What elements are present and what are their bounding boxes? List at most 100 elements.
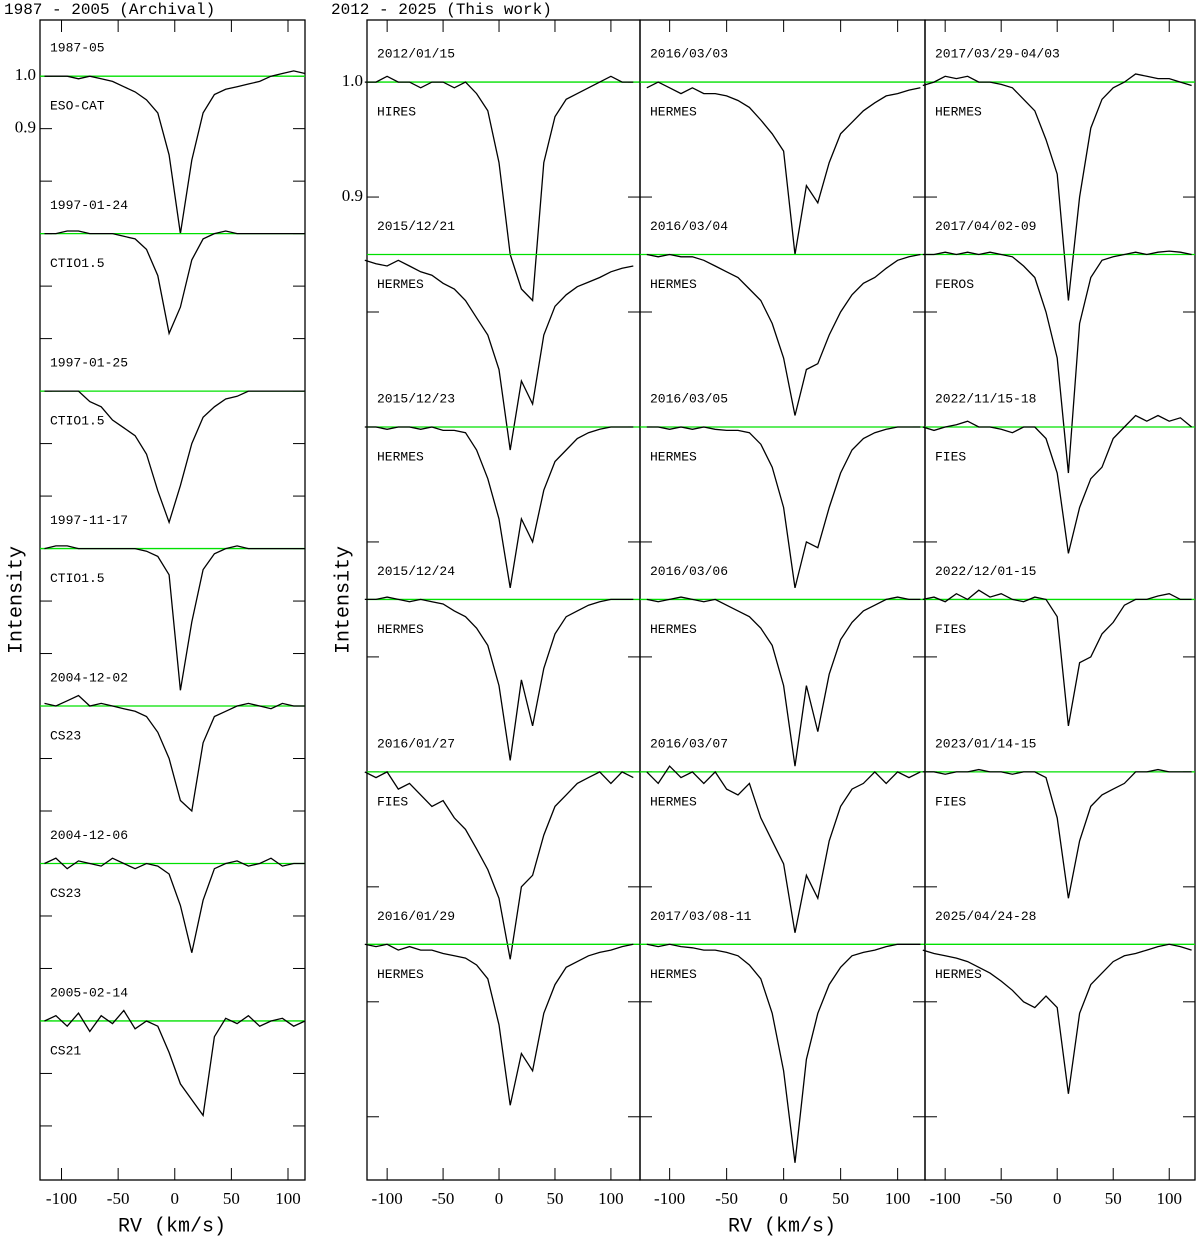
date-label: 2025/04/24-28 (935, 909, 1036, 924)
spectrum (922, 250, 1192, 474)
spectrum (364, 943, 634, 1106)
date-label: 1997-01-25 (50, 356, 128, 371)
instrument-label: HERMES (650, 794, 697, 809)
x-tick-label: -100 (372, 1189, 403, 1208)
date-label: 2022/12/01-15 (935, 564, 1036, 579)
instrument-label: HERMES (650, 105, 697, 120)
panel-frame (39, 19, 306, 1181)
instrument-label: HERMES (650, 622, 697, 637)
y-axis-label: Intensity (332, 546, 355, 654)
instrument-label: CTIO1.5 (50, 414, 105, 429)
date-label: 2016/03/06 (650, 564, 728, 579)
date-label: 2015/12/23 (377, 391, 455, 406)
instrument-label: CS21 (50, 1043, 81, 1058)
instrument-label: HERMES (377, 967, 424, 982)
x-tick-label: -100 (654, 1189, 685, 1208)
instrument-label: HERMES (650, 967, 697, 982)
x-tick-label: 50 (546, 1189, 563, 1208)
x-axis-label: RV (km/s) (728, 1215, 836, 1238)
x-tick-label: -50 (432, 1189, 455, 1208)
date-label: 2023/01/14-15 (935, 736, 1036, 751)
spectrum (44, 1009, 306, 1118)
x-tick-label: -100 (930, 1189, 961, 1208)
spectrum (922, 589, 1192, 727)
y-tick-label: 1.0 (342, 71, 363, 90)
instrument-label: FIES (935, 622, 966, 637)
instrument-label: HERMES (650, 449, 697, 464)
date-label: 2004-12-02 (50, 670, 128, 685)
x-tick-label: 100 (885, 1189, 911, 1208)
y-tick-label: 0.9 (342, 186, 363, 205)
instrument-label: HERMES (377, 622, 424, 637)
instrument-label: HERMES (935, 967, 982, 982)
date-label: 2016/01/29 (377, 909, 455, 924)
x-tick-label: 0 (1053, 1189, 1062, 1208)
x-tick-label: 50 (1105, 1189, 1122, 1208)
spectrum (646, 765, 921, 933)
spectrum (364, 426, 634, 589)
spectrum (44, 857, 305, 953)
y-tick-label: 1.0 (15, 65, 36, 84)
date-label: 2016/03/05 (650, 391, 728, 406)
spectrum (44, 545, 305, 691)
panel-title: 1987 - 2005 (Archival) (4, 1, 215, 19)
x-tick-label: -50 (715, 1189, 738, 1208)
spectrum (646, 596, 921, 767)
instrument-label: FIES (935, 794, 966, 809)
x-axis-label: RV (km/s) (118, 1215, 226, 1238)
instrument-label: ESO-CAT (50, 99, 105, 114)
x-tick-label: 0 (779, 1189, 788, 1208)
spectrum (646, 943, 921, 1163)
x-tick-label: -50 (107, 1189, 130, 1208)
instrument-label: CTIO1.5 (50, 571, 105, 586)
date-label: 2015/12/21 (377, 219, 455, 234)
instrument-label: FIES (935, 449, 966, 464)
date-label: 2022/11/15-18 (935, 391, 1036, 406)
x-tick-label: 0 (495, 1189, 504, 1208)
spectrum (646, 253, 921, 416)
date-label: 2016/01/27 (377, 736, 455, 751)
spectrum (44, 694, 305, 813)
x-tick-label: 50 (223, 1189, 240, 1208)
spectrum (44, 70, 306, 234)
x-tick-label: -50 (990, 1189, 1013, 1208)
x-tick-label: 50 (832, 1189, 849, 1208)
date-label: 2017/03/08-11 (650, 909, 752, 924)
spectrum (364, 75, 634, 302)
instrument-label: HERMES (935, 105, 982, 120)
date-label: 1987-05 (50, 41, 105, 56)
spectrum (364, 259, 634, 451)
spectrum (364, 771, 634, 960)
spectrum (922, 943, 1192, 1094)
date-label: 2015/12/24 (377, 564, 455, 579)
date-label: 1997-01-24 (50, 198, 128, 213)
x-tick-label: 100 (1156, 1189, 1182, 1208)
spectrum (646, 81, 921, 255)
spectrum (922, 768, 1192, 899)
date-label: 2012/01/15 (377, 47, 455, 62)
date-label: 2016/03/03 (650, 47, 728, 62)
instrument-label: CS23 (50, 728, 81, 743)
date-label: 2016/03/07 (650, 736, 728, 751)
y-tick-label: 0.9 (15, 118, 36, 137)
instrument-label: HERMES (650, 277, 697, 292)
date-label: 2017/03/29-04/03 (935, 47, 1060, 62)
instrument-label: HERMES (377, 277, 424, 292)
date-label: 2016/03/04 (650, 219, 728, 234)
x-tick-label: -100 (46, 1189, 77, 1208)
date-label: 2005-02-14 (50, 985, 128, 1000)
instrument-label: HERMES (377, 449, 424, 464)
instrument-label: FEROS (935, 277, 974, 292)
date-label: 1997-11-17 (50, 513, 128, 528)
x-tick-label: 100 (275, 1189, 301, 1208)
date-label: 2017/04/02-09 (935, 219, 1036, 234)
instrument-label: FIES (377, 794, 408, 809)
instrument-label: CS23 (50, 886, 81, 901)
spectrum (922, 414, 1193, 554)
x-tick-label: 0 (171, 1189, 180, 1208)
x-tick-label: 100 (598, 1189, 624, 1208)
panel-title: 2012 - 2025 (This work) (331, 1, 552, 19)
spectrum (44, 230, 305, 336)
